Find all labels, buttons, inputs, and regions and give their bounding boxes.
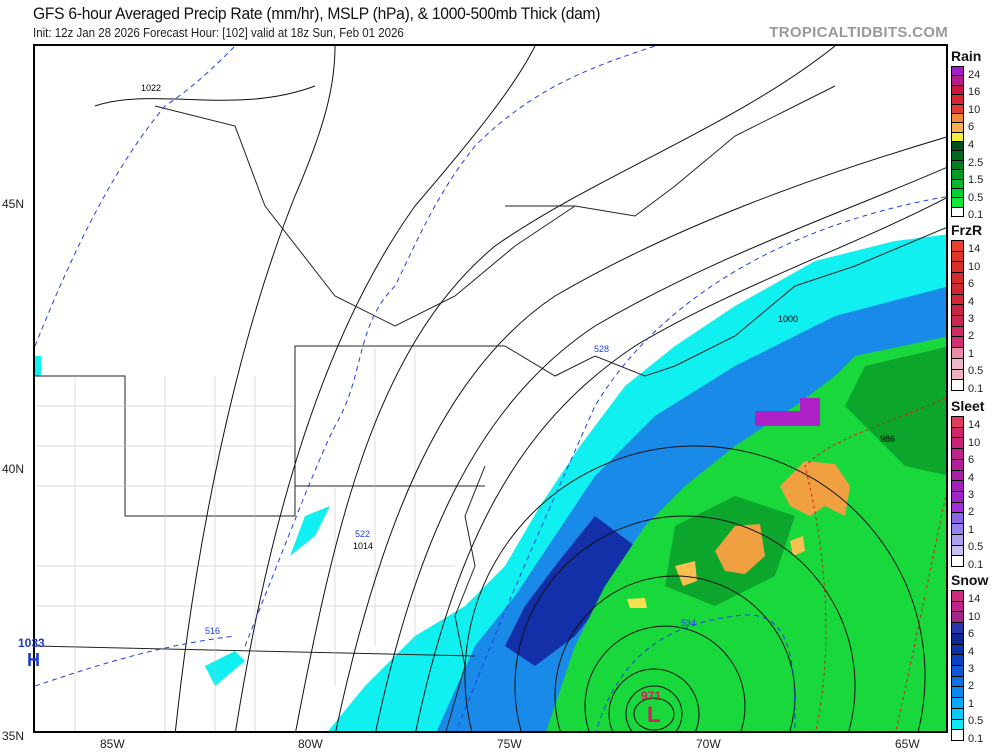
legend-label: 6 xyxy=(968,278,975,291)
low-pressure-value: 971 xyxy=(641,689,662,703)
low-pressure-symbol: L xyxy=(647,702,661,727)
heavy-rain-blob xyxy=(627,598,647,608)
legend-label: 2 xyxy=(968,680,975,693)
legend-label: 1 xyxy=(968,347,975,360)
legend-label: 6 xyxy=(968,628,975,641)
legend-swatch xyxy=(951,555,964,567)
legend-label: 1.5 xyxy=(968,174,984,187)
legend-label: 2 xyxy=(968,330,975,343)
heavy-rain-blob xyxy=(780,461,850,516)
heavy-rain-blob xyxy=(675,561,697,586)
map-canvas xyxy=(35,46,946,731)
lat-label: 45N xyxy=(2,197,25,211)
snow-patch xyxy=(35,356,330,686)
legend-label: 0.5 xyxy=(968,365,984,378)
legend-label: 0.5 xyxy=(968,541,984,554)
isobars xyxy=(94,46,946,731)
map-title: GFS 6-hour Averaged Precip Rate (mm/hr),… xyxy=(33,4,601,23)
legend-label: 10 xyxy=(968,436,981,449)
legend-swatch xyxy=(951,729,964,741)
isobar-label: 1014 xyxy=(353,541,374,551)
thickness-label: 528 xyxy=(594,344,610,354)
county-lines xyxy=(35,346,455,731)
lon-label: 85W xyxy=(100,737,125,751)
heavy-rain-blob xyxy=(715,524,765,574)
thickness-label: 516 xyxy=(205,626,221,636)
legend-label: 14 xyxy=(968,243,981,256)
heavy-rain-blob xyxy=(790,536,805,556)
high-pressure-symbol: H xyxy=(27,650,40,670)
legend-label: 14 xyxy=(968,419,981,432)
freezing-lines xyxy=(804,397,946,731)
legend-scale: 24 16 10 6 4 2.5 1.5 0.5 0.1 xyxy=(949,66,1000,221)
legend-title: Sleet xyxy=(951,398,985,414)
legend-title: FrzR xyxy=(951,222,983,238)
legend-label: 10 xyxy=(968,260,981,273)
legend-scale: 14 10 6 4 3 2 1 0.5 0.1 xyxy=(949,240,1000,394)
brand-logo: TROPICALTIDBITS.COM xyxy=(769,24,948,41)
legend-label: 0.1 xyxy=(968,558,984,571)
legend-title: Snow xyxy=(951,572,989,588)
legend-swatch xyxy=(951,379,964,391)
legend-snow: Snow 14 10 6 4 3 2 1 0.5 0.1 xyxy=(949,572,1000,744)
legend-label: 0.1 xyxy=(968,209,984,222)
lon-label: 75W xyxy=(497,737,522,751)
legend-label: 1 xyxy=(968,523,975,536)
isobar-label: 1022 xyxy=(141,83,162,93)
lon-label: 65W xyxy=(895,737,920,751)
thickness-label: 534 xyxy=(681,618,697,628)
lon-label: 70W xyxy=(696,737,721,751)
legend-title: Rain xyxy=(951,48,982,64)
legend-label: 1 xyxy=(968,697,975,710)
isobar-label: 986 xyxy=(880,434,896,444)
thickness-lines xyxy=(35,46,946,731)
legend-label: 4 xyxy=(968,139,975,151)
legend-label: 3 xyxy=(968,663,975,675)
lat-label: 40N xyxy=(2,462,25,476)
legend-label: 3 xyxy=(968,489,975,501)
isobar-label: 1000 xyxy=(778,314,799,324)
snow-region-heavy xyxy=(505,516,635,666)
legend-swatch xyxy=(951,206,964,217)
legend-label: 0.1 xyxy=(968,732,984,745)
legend-label: 0.5 xyxy=(968,715,984,728)
legend-label: 2.5 xyxy=(968,156,984,169)
legend-label: 0.5 xyxy=(968,191,984,204)
lon-label: 80W xyxy=(298,737,323,751)
legend-freezing-rain: FrzR 14 10 6 4 3 2 1 0.5 0.1 xyxy=(949,222,1000,394)
legend-label: 6 xyxy=(968,454,975,467)
weather-map: 1022 1014 1000 986 528 522 516 534 971 L xyxy=(33,44,948,733)
legend-label: 24 xyxy=(968,68,981,81)
map-subtitle: Init: 12z Jan 28 2026 Forecast Hour: [10… xyxy=(33,26,404,40)
legend-label: 10 xyxy=(968,610,981,623)
legend-label: 4 xyxy=(968,471,975,484)
legend-label: 3 xyxy=(968,313,975,325)
legend-label: 0.1 xyxy=(968,382,984,395)
legend-label: 16 xyxy=(968,86,981,99)
legend-label: 14 xyxy=(968,593,981,606)
legend-rain: Rain 24 16 10 6 4 2.5 1.5 0.5 0.1 xyxy=(949,48,1000,221)
high-pressure-value: 1033 xyxy=(18,636,45,650)
legend-sleet: Sleet 14 10 6 4 3 2 1 0.5 0.1 xyxy=(949,398,1000,570)
legend-label: 2 xyxy=(968,506,975,519)
thickness-label: 522 xyxy=(355,529,371,539)
legend-scale: 14 10 6 4 3 2 1 0.5 0.1 xyxy=(949,590,1000,744)
legend-label: 10 xyxy=(968,103,981,116)
sleet-patch xyxy=(755,398,820,426)
legend-label: 6 xyxy=(968,121,975,134)
legend-label: 4 xyxy=(968,645,975,658)
legend-label: 4 xyxy=(968,295,975,308)
lat-label: 35N xyxy=(2,729,25,743)
legend-scale: 14 10 6 4 3 2 1 0.5 0.1 xyxy=(949,416,1000,570)
